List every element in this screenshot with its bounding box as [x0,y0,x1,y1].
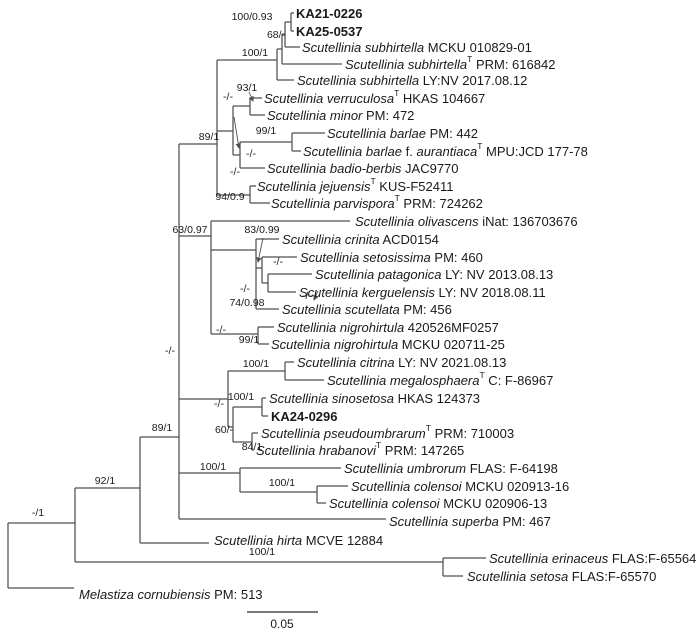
tip-label: Scutellinia setosissima PM: 460 [300,250,483,265]
tip-label: Scutellinia colensoi MCKU 020906-13 [329,496,547,511]
support-label: 89/1 [152,422,173,434]
tip-label: Scutellinia parvisporaT PRM: 724262 [271,193,483,211]
support-label: -/1 [32,507,44,519]
support-label: 99/1 [239,334,260,346]
tip-label: Scutellinia kerguelensis LY: NV 2018.08.… [299,285,546,300]
tip-label: Scutellinia subhirtella LY:NV 2017.08.12 [297,73,527,88]
tip-label: Scutellinia verruculosaT HKAS 104667 [264,88,485,106]
tip-label: Scutellinia nigrohirtula 420526MF0257 [277,320,499,335]
tip-label: Scutellinia megalosphaeraT C: F-86967 [327,370,553,388]
tip-label: Scutellinia subhirtellaT PRM: 616842 [345,54,555,72]
support-label: 100/1 [200,461,226,473]
tip-label: Scutellinia jejuensisT KUS-F52411 [257,176,453,194]
support-label: -/- [214,398,224,410]
tip-label: Scutellinia hirta MCVE 12884 [214,533,383,548]
tip-label: Scutellinia citrina LY: NV 2021.08.13 [297,355,506,370]
support-label: -/- [165,345,175,357]
tip-label: Scutellinia crinita ACD0154 [282,232,439,247]
support-label: 74/0.98 [229,297,264,309]
tip-label: Scutellinia subhirtella MCKU 010829-01 [302,40,532,55]
tip-label: Scutellinia nigrohirtula MCKU 020711-25 [271,337,505,352]
tip-label: Melastiza cornubiensis PM: 513 [79,587,263,602]
support-label: 100/1 [249,546,275,558]
tip-label: Scutellinia badio-berbis JAC9770 [267,161,459,176]
tip-label: Scutellinia superba PM: 467 [389,514,551,529]
pointer-arrow [248,91,254,102]
tip-label-highlighted: KA24-0296 [271,409,338,424]
tip-label: Scutellinia barlae PM: 442 [327,126,478,141]
support-label: 100/1 [242,47,268,59]
support-label: 99/1 [256,125,277,137]
tip-label-highlighted: KA25-0537 [296,24,363,39]
support-label: 68/- [267,29,286,41]
support-label: -/- [246,148,256,160]
support-label: -/- [230,166,240,178]
tip-label: Scutellinia erinaceus FLAS:F-65564 [489,551,696,566]
support-label: -/- [240,283,250,295]
tip-label: Scutellinia pseudoumbrarumT PRM: 710003 [261,423,514,441]
support-label: 60/- [215,424,234,436]
support-label: 93/1 [237,82,258,94]
scale-bar-label: 0.05 [270,617,294,631]
support-label: 83/0.99 [244,224,279,236]
tip-label: Scutellinia umbrorum FLAS: F-64198 [344,461,558,476]
tip-label: Scutellinia setosa FLAS:F-65570 [467,569,656,584]
support-label: -/- [223,91,233,103]
support-label: 100/1 [269,477,295,489]
support-label: 92/1 [95,475,116,487]
tip-label: Scutellinia barlae f. aurantiacaT MPU:JC… [303,141,588,159]
support-label: 100/1 [228,391,254,403]
tip-label-highlighted: KA21-0226 [296,6,363,21]
support-label: -/- [216,324,226,336]
support-label: 100/0.93 [232,11,273,23]
tip-label: Scutellinia minor PM: 472 [267,108,414,123]
pointer-arrow [256,237,264,263]
tip-label: Scutellinia sinosetosa HKAS 124373 [269,391,480,406]
support-label: -/- [302,290,312,302]
tip-label: Scutellinia colensoi MCKU 020913-16 [351,479,569,494]
tip-label: Scutellinia patagonica LY: NV 2013.08.13 [315,267,553,282]
tip-label: Scutellinia scutellata PM: 456 [282,302,452,317]
support-label: 89/1 [199,131,220,143]
support-label: 84/1 [242,441,263,453]
pointer-arrow [313,290,319,301]
support-label: -/- [273,256,283,268]
support-label: 100/1 [243,358,269,370]
pointer-arrow [233,116,241,149]
tip-label: Scutellinia hrabanoviT PRM: 147265 [256,440,464,458]
tip-label: Scutellinia olivascens iNat: 136703676 [355,214,578,229]
support-label: 63/0.97 [172,224,207,236]
support-label: 94/0.9 [215,191,244,203]
